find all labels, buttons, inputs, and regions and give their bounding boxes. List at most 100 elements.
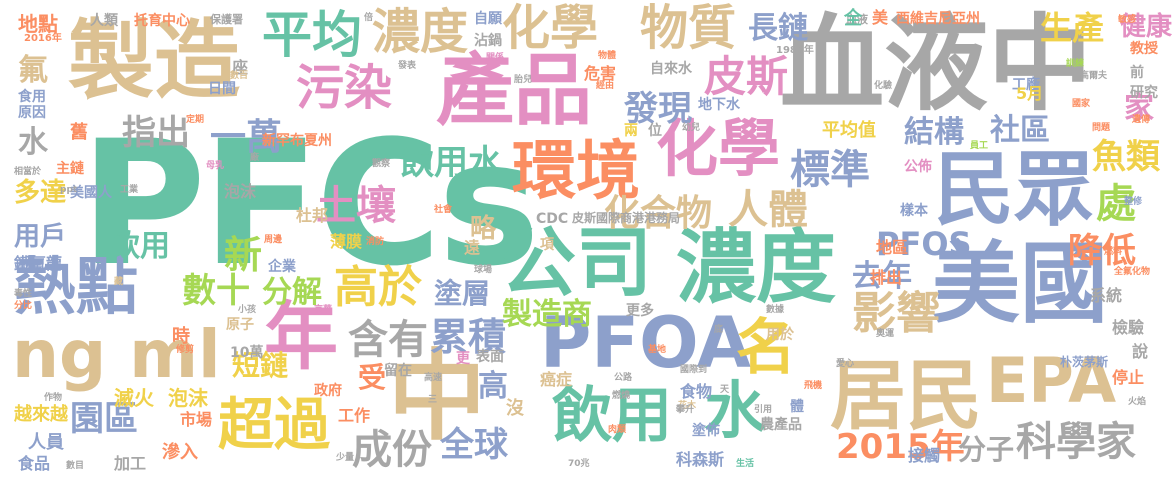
word: PFOS (876, 225, 972, 263)
word: 公路 (614, 373, 633, 383)
word: 食物 (680, 382, 713, 401)
word: 基地 (648, 345, 667, 355)
word: 相當於 (14, 167, 42, 177)
word: 標準 (790, 147, 870, 193)
word: 京華 (314, 305, 333, 315)
word: 居民 (830, 351, 982, 440)
word: 愛心 (836, 359, 855, 369)
word: 生活 (736, 459, 755, 469)
word: 周邊 (264, 235, 283, 245)
word: 前 (1130, 65, 1144, 81)
word: 2016年 (24, 33, 62, 44)
word: 日間 (208, 81, 236, 97)
word: 美 (872, 8, 889, 27)
word: 沾鍋 (474, 33, 502, 49)
word: 問題 (1092, 123, 1111, 133)
word: 滲入 (162, 442, 198, 463)
word: 氟 (18, 53, 48, 88)
word: 食用 (18, 89, 46, 105)
word: EPA (986, 344, 1117, 417)
word: 引用 (754, 405, 773, 415)
word: 民眾 (934, 143, 1094, 236)
word: 體 (790, 399, 804, 415)
word: 定期 (186, 115, 205, 125)
word: 座 (232, 58, 249, 77)
word: 產品 (436, 46, 593, 136)
word: 結構 (904, 115, 964, 150)
word: 遠 (464, 238, 481, 257)
word: 沒 (506, 398, 524, 419)
word: 高速 (424, 373, 443, 383)
word: 數百 (230, 71, 249, 81)
word: 物體 (598, 51, 617, 61)
word: 略 (470, 214, 497, 244)
word: 高 (478, 369, 508, 404)
word: 底 (714, 325, 724, 335)
word: 年 (264, 294, 338, 380)
word: 10萬 (230, 345, 264, 361)
word: 時 (172, 326, 190, 347)
word: 全氟化物 (1114, 267, 1151, 277)
word: 生產 (1040, 9, 1105, 47)
word: 人體 (728, 187, 808, 233)
word: 保護署 (210, 13, 243, 26)
word: 製造 (68, 11, 240, 111)
word: 血液 (846, 13, 868, 26)
word: 用於 (766, 327, 794, 343)
word: 園區 (70, 399, 138, 439)
word: 攀升 (676, 405, 695, 415)
word: 新罕布夏州 (262, 133, 332, 149)
word: 泡沫 (224, 182, 257, 201)
word: 影響 (852, 288, 940, 339)
word: 新 (224, 233, 263, 277)
word: 癌症 (540, 370, 573, 389)
word: 社區 (990, 113, 1050, 148)
word: 分解 (262, 275, 322, 310)
word: 飲用 (552, 381, 672, 451)
word: 火焰 (1128, 397, 1147, 407)
word: 塗層 (434, 277, 491, 310)
word: 觀察 (372, 159, 391, 169)
word: 濃度 (676, 221, 836, 314)
word: 關係 (486, 53, 505, 63)
word: 污染 (296, 60, 393, 116)
word: 市場 (180, 410, 213, 429)
word: 地區 (876, 238, 909, 257)
word: 公司 (500, 218, 652, 307)
word: 員工 (970, 141, 989, 151)
word: 濃度 (372, 4, 469, 60)
word: 5月 (1016, 84, 1044, 103)
word: 血液中 (780, 3, 1093, 125)
word: 化驗 (874, 81, 893, 91)
word: 胎兒 (514, 75, 533, 85)
word: 研究 (1130, 85, 1158, 101)
word: 托育中心 (134, 13, 190, 29)
word: 製造商 (502, 297, 592, 332)
word: 美國人 (70, 185, 112, 201)
word: 皮斯國際商港港務局 (572, 211, 681, 225)
word: 含有 (348, 317, 428, 363)
word: 高於 (334, 262, 422, 313)
word: 用戶 (14, 222, 67, 252)
word: 名 (736, 313, 796, 383)
word: 危害 (584, 64, 617, 83)
word: 科學家 (1016, 419, 1136, 465)
word: 自來水 (650, 61, 692, 77)
word: 1988年 (776, 45, 814, 56)
word: 廠 (250, 153, 260, 163)
word: 越來越 (14, 404, 68, 425)
word: 更 (456, 351, 470, 367)
word: ppt (60, 185, 78, 195)
word: 球場 (474, 265, 493, 275)
word: 國際到 (680, 365, 708, 375)
word: 平均 (262, 6, 362, 64)
word: 國家 (1072, 99, 1091, 109)
word: 魚類 (1092, 137, 1160, 177)
word: 杜邦 (296, 206, 329, 225)
word: PFCs (80, 103, 540, 304)
word: 地點 (18, 12, 58, 36)
word: 燃料 (1104, 247, 1123, 257)
word: 化合物 (604, 193, 713, 234)
word: 工廠 (1012, 77, 1040, 93)
